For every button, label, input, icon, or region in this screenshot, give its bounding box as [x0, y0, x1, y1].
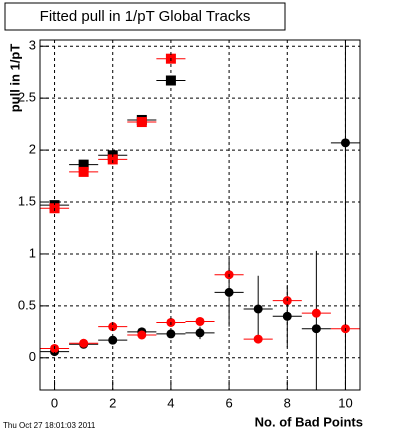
y-tick-label: 3 — [29, 38, 36, 53]
marker-circle — [253, 334, 263, 344]
x-tick-label: 2 — [109, 395, 116, 410]
marker-circle — [311, 308, 321, 318]
y-tick-label: 1 — [29, 245, 36, 260]
marker-circle — [79, 338, 89, 348]
y-tick-label: 0 — [29, 349, 36, 364]
x-tick-label: 8 — [284, 395, 291, 410]
y-tick-label: 1.5 — [18, 193, 36, 208]
chart-title: Fitted pull in 1/pT Global Tracks — [40, 8, 251, 25]
marker-circle — [253, 304, 263, 314]
x-tick-label: 4 — [167, 395, 174, 410]
marker-square — [136, 117, 147, 128]
footer: Thu Oct 27 18:01:03 2011 — [3, 421, 96, 430]
marker-circle — [166, 329, 176, 339]
marker-circle — [311, 324, 321, 334]
x-tick-label: 0 — [51, 395, 58, 410]
plot-area — [40, 40, 360, 390]
marker-circle — [195, 328, 205, 338]
marker-square — [78, 166, 89, 177]
marker-circle — [108, 322, 118, 332]
y-tick-label: 2 — [29, 142, 36, 157]
marker-circle — [195, 316, 205, 326]
marker-square — [78, 159, 89, 170]
x-axis-label: No. of Bad Points — [255, 414, 363, 429]
y-tick-label: 0.5 — [18, 297, 36, 312]
x-tick-label: 10 — [338, 395, 352, 410]
marker-square — [107, 154, 118, 165]
marker-square — [165, 75, 176, 86]
marker-circle — [137, 330, 147, 340]
x-tick-label: 6 — [225, 395, 232, 410]
y-tick-label: 2.5 — [18, 90, 36, 105]
title-box — [4, 2, 286, 31]
frame — [39, 39, 361, 391]
y-axis-label: pull in 1/pT — [7, 44, 22, 113]
